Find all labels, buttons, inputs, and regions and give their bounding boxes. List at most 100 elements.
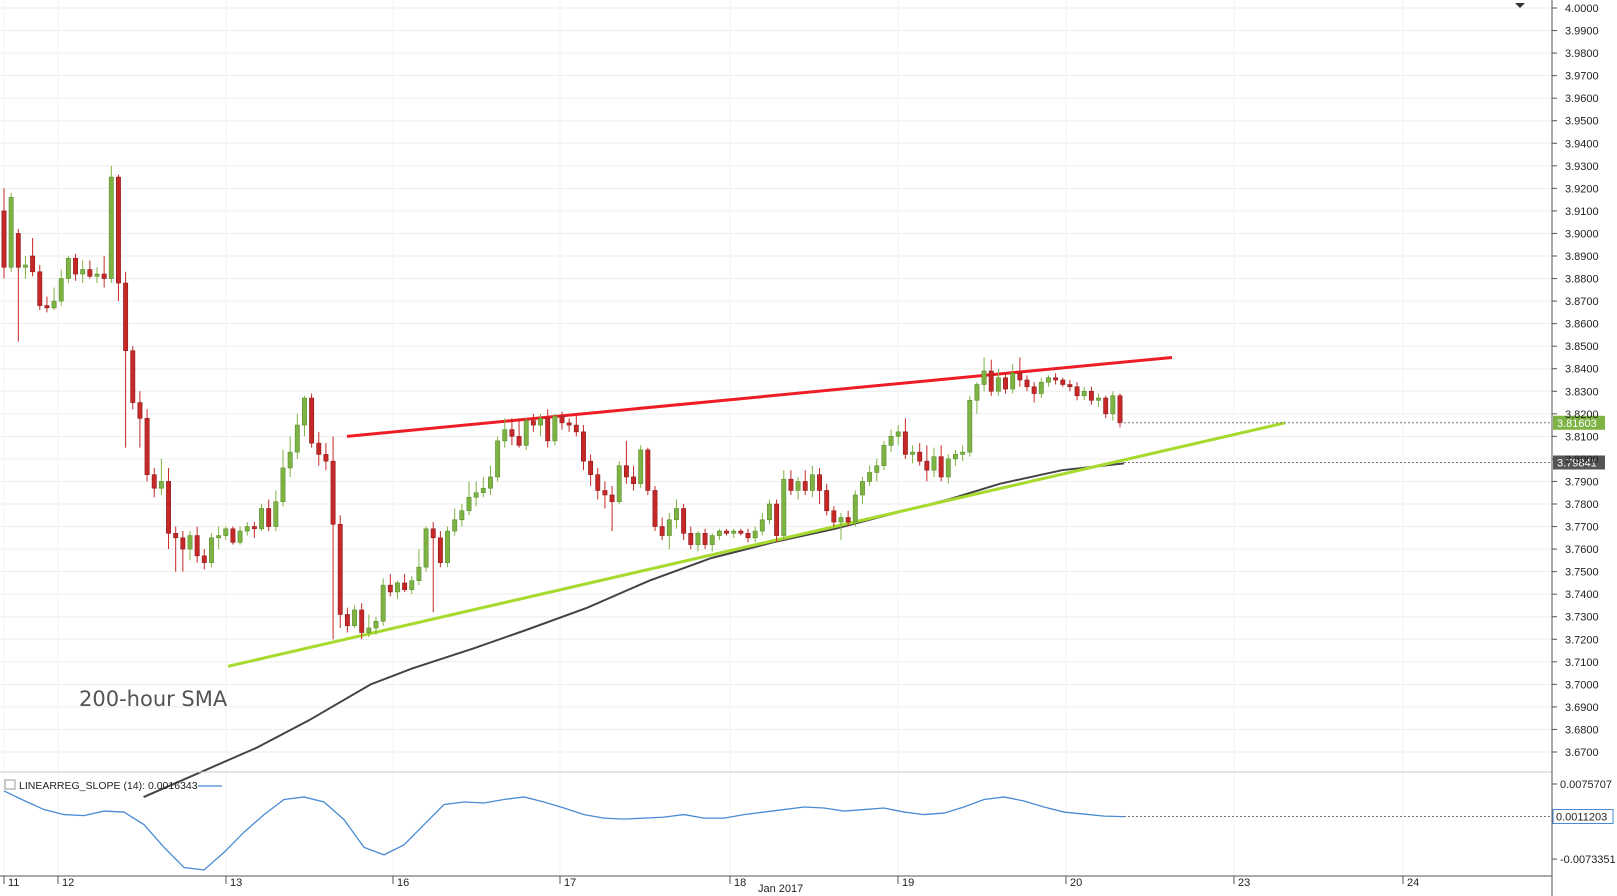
- candle: [373, 616, 379, 635]
- candle-body: [638, 449, 644, 485]
- candle-body: [280, 467, 286, 503]
- candle: [223, 526, 229, 541]
- candle-body: [416, 566, 422, 581]
- candle-body: [995, 377, 1001, 392]
- candle-body: [981, 370, 987, 385]
- candle: [144, 409, 150, 482]
- candle: [259, 504, 264, 532]
- candle: [767, 499, 772, 525]
- candle-body: [1053, 377, 1059, 381]
- candle: [316, 431, 322, 466]
- candle: [581, 425, 586, 471]
- candle-body: [588, 460, 594, 475]
- candle-body: [860, 481, 865, 496]
- current-price-value: 3.81603: [1557, 418, 1597, 430]
- candle: [302, 395, 307, 437]
- candle: [402, 573, 408, 592]
- candle-body: [473, 492, 479, 498]
- candle: [623, 440, 629, 484]
- candle: [437, 531, 443, 568]
- candle-body: [187, 535, 193, 550]
- candle: [559, 411, 565, 430]
- candle: [359, 603, 365, 640]
- candle: [967, 395, 973, 457]
- candle: [452, 508, 458, 536]
- indicator-tick-label: -0.0073351: [1560, 854, 1616, 866]
- price-tick-label: 3.9200: [1565, 183, 1599, 195]
- candle: [1046, 375, 1051, 387]
- candle-body: [788, 478, 794, 491]
- sma-path: [143, 462, 1125, 799]
- time-tick-label: 20: [1070, 877, 1082, 889]
- support-line: [227, 421, 1286, 668]
- candle: [817, 467, 822, 504]
- candle-body: [1103, 397, 1109, 415]
- candle: [380, 578, 386, 626]
- candle-body: [1024, 379, 1030, 388]
- candle: [273, 490, 279, 532]
- candle: [838, 513, 844, 541]
- candle: [888, 429, 894, 453]
- candle: [8, 192, 14, 272]
- candle: [187, 531, 193, 561]
- candle: [1, 188, 7, 279]
- candle-body: [752, 530, 758, 539]
- indicator-label: LINEARREG_SLOPE (14): 0.0016343: [19, 780, 198, 792]
- candle: [881, 440, 887, 471]
- candle-body: [380, 584, 386, 622]
- candle-body: [552, 415, 558, 442]
- candle-body: [359, 609, 365, 633]
- candle: [130, 346, 136, 410]
- candle: [151, 467, 157, 498]
- candle-body: [180, 537, 186, 550]
- candle-body: [1081, 390, 1087, 397]
- candle: [774, 499, 780, 543]
- candle-body: [8, 197, 14, 268]
- candle: [788, 470, 794, 495]
- time-tick-label: 11: [8, 877, 19, 889]
- candle-body: [988, 370, 994, 392]
- candle: [759, 513, 765, 536]
- candle: [387, 573, 393, 597]
- candle-body: [795, 481, 801, 491]
- candle: [80, 260, 86, 284]
- candle: [738, 528, 744, 536]
- candle: [938, 445, 944, 482]
- candle: [809, 465, 815, 498]
- candle-body: [523, 420, 529, 446]
- candle: [845, 510, 851, 527]
- candle: [709, 533, 715, 552]
- candle: [638, 445, 644, 489]
- candle-body: [738, 530, 744, 534]
- price-reference-lines: 3.81603 3.79841: [1120, 415, 1605, 470]
- candle-body: [573, 424, 579, 433]
- candle: [495, 436, 501, 482]
- candle: [423, 526, 429, 572]
- candle: [266, 499, 272, 532]
- candle: [745, 528, 751, 543]
- candle: [1074, 382, 1080, 401]
- candle: [724, 528, 729, 536]
- price-tick-label: 3.9400: [1565, 138, 1599, 150]
- candle-body: [459, 510, 465, 521]
- candle-body: [273, 501, 279, 527]
- candle-body: [960, 451, 966, 455]
- candle: [101, 256, 107, 288]
- candle: [588, 454, 594, 486]
- price-tick-label: 3.7600: [1565, 544, 1599, 556]
- candle: [824, 483, 830, 516]
- candle-body: [344, 614, 350, 627]
- price-tick-label: 3.8800: [1565, 274, 1599, 286]
- candle: [566, 418, 572, 432]
- chevron-down-icon[interactable]: [1515, 3, 1525, 8]
- price-tick-label: 3.9600: [1565, 93, 1599, 105]
- indicator-settings-icon[interactable]: [4, 779, 16, 790]
- candles: [1, 165, 1123, 640]
- candle: [530, 413, 536, 432]
- candle-body: [366, 627, 372, 633]
- candle-body: [37, 271, 43, 306]
- candle: [395, 580, 400, 599]
- sma-line: [143, 462, 1125, 799]
- candle-body: [87, 269, 93, 277]
- candle: [1031, 382, 1037, 403]
